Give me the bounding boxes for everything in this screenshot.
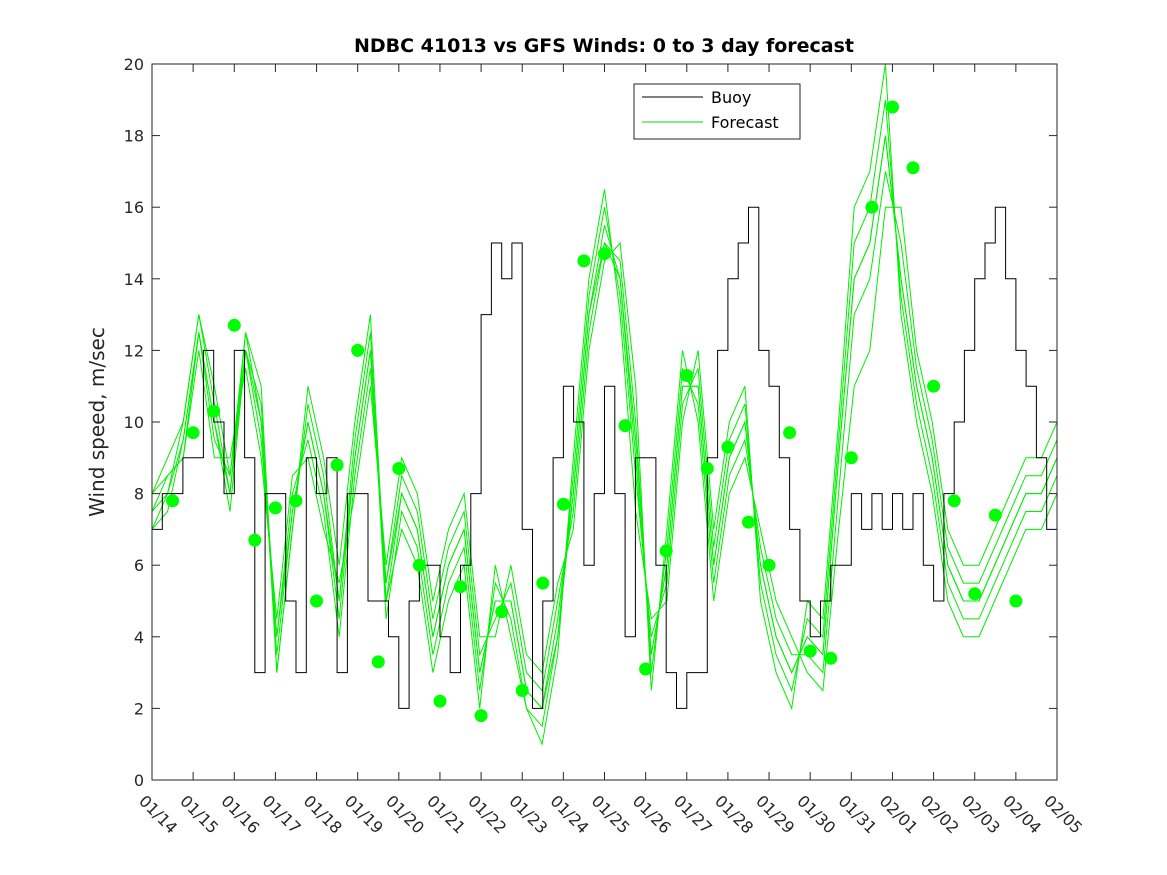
analysis-point (618, 419, 632, 433)
y-tick-label: 8 (134, 485, 144, 504)
legend-buoy-label: Buoy (711, 88, 751, 107)
x-tick-label: 01/28 (711, 791, 757, 837)
analysis-point (824, 651, 838, 665)
analysis-point (906, 161, 920, 175)
analysis-point (947, 494, 961, 508)
forecast-line-6 (151, 135, 1058, 710)
analysis-point (330, 458, 344, 472)
forecast-line-4 (151, 206, 1058, 692)
analysis-point (742, 515, 755, 529)
x-tick-label: 01/31 (834, 791, 880, 837)
x-tick-label: 02/05 (1040, 791, 1086, 837)
analysis-point (166, 494, 180, 508)
analysis-point (556, 497, 570, 511)
y-axis-label: Wind speed, m/sec (85, 327, 109, 517)
x-tick-label: 02/02 (917, 791, 963, 837)
analysis-point (495, 605, 509, 619)
analysis-point (474, 709, 488, 723)
legend: Buoy Forecast (633, 83, 801, 140)
analysis-point (721, 440, 735, 454)
analysis-point (227, 318, 241, 332)
analysis-point (433, 694, 447, 708)
analysis-point (844, 451, 858, 465)
x-tick-label: 01/25 (588, 791, 634, 837)
x-tick-label: 01/27 (670, 791, 716, 837)
series-layer (151, 63, 1058, 746)
x-tick-label: 01/22 (464, 791, 510, 837)
analysis-point (886, 100, 899, 114)
analysis-point (186, 426, 200, 440)
analysis-point (639, 662, 653, 676)
analysis-point (598, 247, 611, 261)
legend-forecast-label: Forecast (711, 113, 779, 132)
x-tick-label: 01/19 (341, 791, 387, 837)
x-tick-label: 01/17 (259, 791, 305, 837)
analysis-point (289, 494, 303, 508)
y-tick-label: 2 (134, 699, 144, 718)
analysis-point (515, 684, 529, 697)
analysis-point (865, 200, 879, 214)
forecast-line-5 (151, 63, 1058, 746)
analysis-point (988, 508, 1002, 522)
analysis-point (310, 594, 323, 608)
x-tick-label: 02/01 (876, 791, 922, 837)
y-tick-label: 12 (124, 341, 144, 360)
x-tick-label: 01/16 (217, 791, 263, 837)
y-tick-label: 16 (124, 198, 144, 217)
y-tick-label: 14 (124, 270, 144, 289)
y-tick-label: 20 (124, 55, 144, 74)
analysis-point (700, 462, 714, 475)
y-tick-label: 4 (134, 628, 144, 647)
x-tick-label: 01/30 (793, 791, 839, 837)
x-tick-label: 01/23 (505, 791, 551, 837)
y-tick-label: 6 (134, 556, 144, 575)
x-tick-label: 01/18 (300, 791, 346, 837)
analysis-point (536, 576, 550, 590)
analysis-point (783, 426, 797, 440)
buoy-line (152, 206, 1058, 709)
chart-title: NDBC 41013 vs GFS Winds: 0 to 3 day fore… (354, 35, 854, 57)
analysis-point (371, 655, 385, 669)
x-tick-label: 01/14 (135, 791, 181, 837)
x-tick-label: 01/20 (382, 791, 428, 837)
analysis-point (392, 462, 406, 475)
analysis-point (577, 254, 591, 268)
y-tick-label: 18 (124, 127, 144, 146)
analysis-point (927, 379, 941, 393)
forecast-line-3 (151, 99, 1058, 728)
analysis-point (454, 580, 467, 594)
analysis-point (803, 644, 817, 658)
legend-box (633, 83, 801, 140)
x-tick-label: 01/24 (547, 791, 593, 837)
analysis-point (268, 501, 282, 515)
analysis-point (680, 369, 694, 382)
analysis-point (412, 558, 426, 572)
analysis-point (968, 587, 982, 601)
analysis-point (659, 544, 673, 558)
analysis-point (351, 343, 365, 357)
y-tick-label: 0 (134, 771, 144, 790)
x-tick-label: 02/04 (999, 791, 1045, 837)
y-tick-label: 10 (124, 413, 144, 432)
x-tick-label: 02/03 (958, 791, 1004, 837)
x-tick-label: 01/21 (423, 791, 469, 837)
x-tick-label: 01/26 (629, 791, 675, 837)
analysis-point (762, 558, 776, 572)
analysis-points-layer (166, 100, 1023, 723)
x-tick-label: 01/29 (752, 791, 798, 837)
analysis-point (207, 404, 221, 418)
analysis-point (1009, 594, 1023, 608)
x-tick-label: 01/15 (176, 791, 222, 837)
analysis-point (248, 533, 262, 547)
